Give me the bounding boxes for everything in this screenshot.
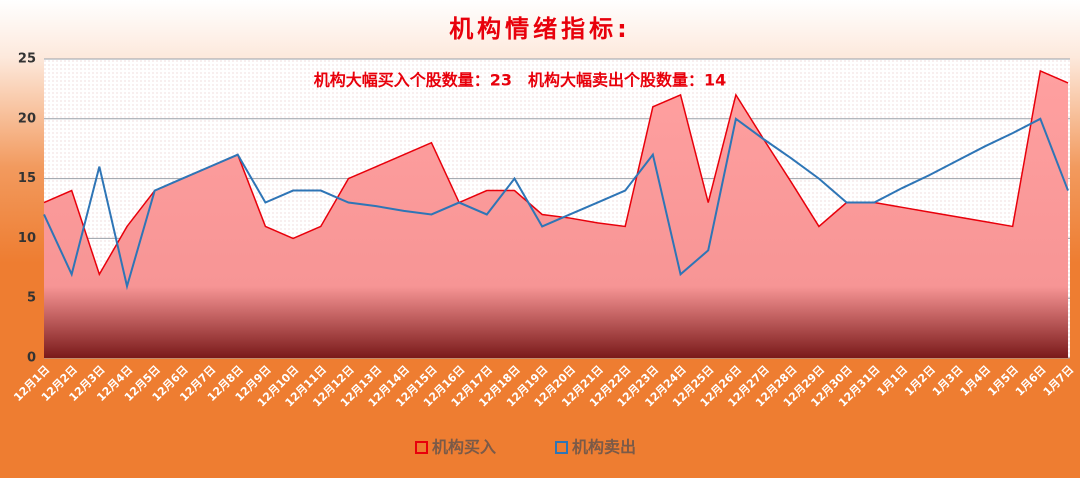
y-tick-label: 5 [27, 291, 36, 306]
legend-label: 机构卖出 [572, 438, 636, 457]
legend-label: 机构买入 [432, 438, 496, 457]
y-tick-label: 20 [18, 111, 36, 126]
y-tick-label: 15 [18, 171, 36, 186]
area [44, 70, 1068, 359]
y-tick-label: 10 [18, 231, 36, 246]
legend-marker [555, 441, 568, 454]
y-tick-label: 25 [18, 52, 36, 67]
y-tick-label: 0 [27, 351, 36, 366]
chart-title: 机构情绪指标: [449, 15, 631, 43]
legend-marker [415, 441, 428, 454]
annotation: 机构大幅买入个股数量：23 机构大幅卖出个股数量：14 [314, 71, 727, 90]
line [43, 117, 1069, 291]
